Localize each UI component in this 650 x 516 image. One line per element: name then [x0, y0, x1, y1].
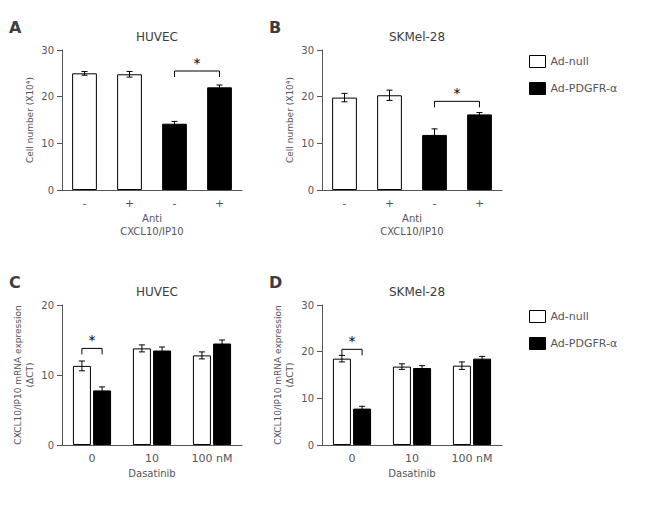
svg-text:20: 20: [301, 91, 314, 102]
svg-text:30: 30: [301, 45, 314, 56]
svg-text:CXCL10/IP10 mRNA expression: CXCL10/IP10 mRNA expression: [273, 305, 283, 444]
svg-text:A: A: [9, 18, 22, 37]
svg-text:Dasatinib: Dasatinib: [388, 468, 435, 479]
svg-text:100 nM: 100 nM: [452, 452, 493, 465]
svg-text:*: *: [454, 85, 461, 101]
svg-text:10: 10: [41, 138, 54, 149]
svg-text:Cell number (X10⁴): Cell number (X10⁴): [285, 77, 295, 163]
svg-text:20: 20: [41, 91, 54, 102]
svg-text:+: +: [475, 197, 484, 210]
svg-text:*: *: [349, 333, 356, 349]
svg-text:SKMel-28: SKMel-28: [389, 30, 445, 44]
svg-text:(ΔCT): (ΔCT): [285, 363, 295, 388]
svg-text:D: D: [269, 273, 282, 292]
svg-text:Ad-PDGFR-α: Ad-PDGFR-α: [551, 82, 618, 95]
svg-text:Ad-null: Ad-null: [551, 310, 589, 323]
svg-text:*: *: [89, 332, 96, 348]
svg-text:Ad-null: Ad-null: [551, 55, 589, 68]
svg-text:0: 0: [308, 185, 314, 196]
svg-text:SKMel-28: SKMel-28: [389, 285, 445, 299]
svg-text:10: 10: [405, 452, 419, 465]
svg-text:0: 0: [48, 185, 54, 196]
svg-text:-: -: [433, 197, 437, 210]
svg-text:-: -: [173, 197, 177, 210]
svg-text:20: 20: [301, 346, 314, 357]
svg-text:Cell number (X10⁴): Cell number (X10⁴): [25, 77, 35, 163]
svg-text:100 nM: 100 nM: [192, 452, 233, 465]
svg-text:*: *: [194, 55, 201, 71]
svg-text:0: 0: [308, 440, 314, 451]
svg-text:+: +: [125, 197, 134, 210]
svg-text:30: 30: [41, 45, 54, 56]
svg-text:B: B: [269, 18, 281, 37]
svg-text:HUVEC: HUVEC: [136, 30, 178, 44]
svg-text:C: C: [9, 273, 21, 292]
svg-text:+: +: [215, 197, 224, 210]
svg-text:Anti: Anti: [402, 213, 422, 224]
svg-text:30: 30: [301, 300, 314, 311]
svg-text:Anti: Anti: [142, 213, 162, 224]
svg-text:10: 10: [41, 370, 54, 381]
svg-text:20: 20: [41, 300, 54, 311]
svg-text:Dasatinib: Dasatinib: [128, 468, 175, 479]
svg-text:-: -: [83, 197, 87, 210]
svg-text:10: 10: [301, 138, 314, 149]
svg-text:10: 10: [301, 393, 314, 404]
svg-text:0: 0: [349, 452, 356, 465]
svg-text:10: 10: [145, 452, 159, 465]
svg-text:-: -: [343, 197, 347, 210]
svg-text:(ΔCT): (ΔCT): [25, 363, 35, 388]
svg-text:0: 0: [48, 440, 54, 451]
svg-text:HUVEC: HUVEC: [136, 285, 178, 299]
svg-text:CXCL10/IP10 mRNA expression: CXCL10/IP10 mRNA expression: [13, 305, 23, 444]
svg-text:Ad-PDGFR-α: Ad-PDGFR-α: [551, 337, 618, 350]
svg-text:0: 0: [89, 452, 96, 465]
svg-text:CXCL10/IP10: CXCL10/IP10: [380, 226, 443, 237]
svg-text:+: +: [385, 197, 394, 210]
svg-text:CXCL10/IP10: CXCL10/IP10: [120, 226, 183, 237]
